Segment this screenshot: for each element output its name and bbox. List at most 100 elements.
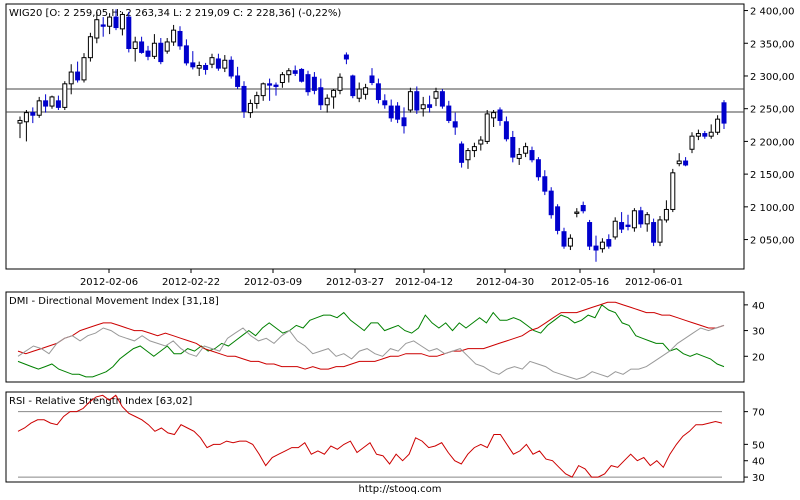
candle-body [702,133,708,137]
candle-body [62,83,68,108]
candle-body [23,112,29,123]
candle-down [369,68,375,86]
candle-body [388,105,394,119]
candle-body [510,136,516,158]
candle-body [49,96,55,107]
candle-body [55,100,61,108]
candle-down [350,74,356,99]
candle-body [523,146,529,154]
price-xtick-label: 2012-03-09 [244,277,302,288]
candle-down [683,157,689,167]
candle-down [619,212,625,234]
candle-body [17,119,23,124]
candle-body [273,84,279,87]
candle-body [542,176,548,192]
candle-down [273,82,279,96]
candle-body [203,65,209,70]
candle-down [587,219,593,251]
candle-down [497,107,503,126]
price-ytick-label: 2 100,00 [750,203,795,214]
price-ytick-label: 2 150,00 [750,170,795,181]
dmi-series-line [17,324,725,380]
candle-body [228,59,234,77]
candle-up [222,55,228,73]
candle-up [567,234,573,251]
candle-body [619,222,625,230]
candle-up [708,124,714,139]
candle-body [177,30,183,47]
candle-body [126,16,132,49]
candle-up [151,34,157,59]
dmi-panel-frame [5,291,745,383]
candle-up [644,212,650,232]
candle-body [721,102,727,124]
candle-up [247,99,253,118]
candle-body [318,87,324,106]
candle-body [497,109,503,121]
candle-down [203,62,209,75]
rsi-ytick-label: 50 [752,440,765,451]
price-panel-frame [5,3,745,270]
candle-up [49,95,55,109]
candle-up [279,72,285,88]
candle-up [286,68,292,83]
candle-up [87,32,93,62]
price-xtick-label: 2012-04-30 [476,277,534,288]
candle-up [676,153,682,167]
candle-body [663,208,669,221]
candle-body [459,143,465,163]
candle-body [676,160,682,165]
candle-down [606,234,612,249]
candle-body [491,112,497,119]
candle-down [43,94,49,113]
candle-body [87,36,93,59]
candle-down [113,9,119,31]
candle-body [657,219,663,243]
candle-body [638,210,644,225]
candle-up [407,87,413,113]
candle-up [94,11,100,44]
candle-up [81,53,87,83]
candle-body [401,117,407,127]
candle-down [401,107,407,134]
candle-down [625,214,631,231]
candle-body [452,121,458,128]
candle-up [478,136,484,151]
candle-up [337,73,343,95]
candle-body [439,91,445,107]
candle-body [107,16,113,27]
candle-body [695,133,701,137]
candle-body [196,65,202,69]
candle-up [331,89,337,109]
candle-down [721,100,727,129]
candle-down [561,227,567,249]
candle-body [324,97,330,106]
candle-down [439,89,445,109]
rsi-ytick-label: 70 [752,408,765,419]
dmi-ytick-label: 30 [752,327,765,338]
candle-up [484,110,490,145]
candle-down [638,206,644,228]
candle-down [100,17,106,37]
candle-down [427,95,433,113]
rsi-panel-frame [5,391,745,483]
dmi-series-line [17,301,725,370]
candle-down [535,157,541,181]
candle-body [446,105,452,121]
candle-down [343,52,349,65]
candle-down [395,102,401,124]
candle-up [68,64,74,95]
candle-body [30,112,36,116]
candle-body [382,100,388,106]
footer-source-link[interactable]: http://stooq.com [358,484,442,495]
candle-down [75,61,81,83]
candle-up [715,115,721,135]
candle-body [343,54,349,60]
candle-body [113,16,119,29]
rsi-ytick-label: 30 [752,473,765,484]
candle-body [337,76,343,91]
candle-body [36,100,42,116]
candle-up [363,83,369,100]
candle-down [235,66,241,90]
